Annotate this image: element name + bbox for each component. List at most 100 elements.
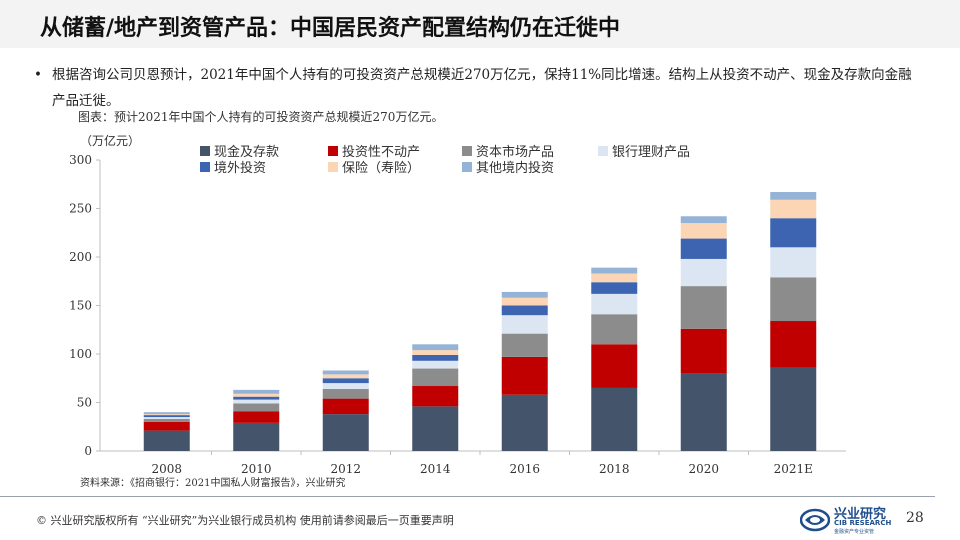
bar-segment [322, 388, 369, 399]
bar-segment [143, 430, 190, 451]
bar-segment [233, 422, 280, 451]
chart-caption: 图表：预计2021年中国个人持有的可投资资产总规模近270万亿元。 [78, 110, 444, 124]
legend-item: 银行理财产品 [598, 141, 690, 160]
x-tick-label: 2016 [509, 462, 540, 476]
bullet-marker: • [34, 67, 42, 83]
bullet-text: 根据咨询公司贝恩预计，2021年中国个人持有的可投资资产总规模近270万亿元，保… [52, 67, 912, 109]
bar-segment [233, 403, 280, 412]
bar-segment [770, 247, 817, 278]
legend-label: 保险（寿险） [342, 161, 421, 176]
bar-segment [233, 393, 280, 397]
legend-label: 现金及存款 [214, 145, 280, 160]
bar-segment [412, 386, 459, 407]
y-tick-label: 50 [77, 396, 92, 410]
source-note: 资料来源：《招商银行：2021中国私人财富报告》，兴业研究 [80, 478, 346, 489]
bar-segment [412, 350, 459, 355]
bar-segment [591, 344, 638, 388]
footer-divider [0, 496, 935, 497]
bullet-paragraph: • 根据咨询公司贝恩预计，2021年中国个人持有的可投资资产总规模近270万亿元… [34, 62, 912, 114]
legend-label: 投资性不动产 [342, 145, 421, 160]
bar-segment [591, 314, 638, 345]
bar-segment [591, 273, 638, 283]
bar-segment [143, 418, 190, 422]
y-tick-label: 300 [69, 153, 92, 167]
bar-segment [591, 282, 638, 294]
bar-segment [233, 411, 280, 423]
bar-segment [770, 277, 817, 322]
legend-item: 保险（寿险） [328, 157, 420, 176]
logo-text-en: CIB RESEARCH [834, 519, 892, 527]
bar-segment [501, 291, 548, 298]
bar-segment [412, 368, 459, 387]
bar-segment [770, 367, 817, 451]
y-tick-label: 200 [69, 250, 92, 264]
bar-segment [680, 238, 727, 259]
bar-segment [501, 315, 548, 334]
bar-segment [322, 414, 369, 451]
bar-segment [143, 421, 190, 431]
footer-copyright: © 兴业研究版权所有 “兴业研究”为兴业银行成员机构 使用前请参阅最后一页重要声… [36, 514, 454, 527]
cib-logo-icon [800, 508, 830, 532]
bar-segment [501, 297, 548, 306]
legend-item: 投资性不动产 [328, 141, 420, 160]
bar-segment [412, 344, 459, 351]
bar-segment [412, 354, 459, 361]
legend-item: 其他境内投资 [462, 157, 554, 176]
x-tick-label: 2010 [241, 462, 272, 476]
x-tick-label: 2014 [420, 462, 451, 476]
bar-segment [233, 396, 280, 400]
y-tick-label: 150 [69, 299, 92, 313]
legend-label: 资本市场产品 [476, 145, 555, 160]
bar-segment [680, 286, 727, 329]
x-tick-label: 2021E [774, 462, 813, 476]
legend-swatch [328, 162, 338, 172]
bar-segment [680, 328, 727, 374]
x-tick-label: 2020 [688, 462, 719, 476]
bar-segment [591, 267, 638, 274]
legend-swatch [462, 146, 472, 156]
legend-item: 资本市场产品 [462, 141, 554, 160]
y-tick-label: 250 [69, 202, 92, 216]
bar-segment [770, 218, 817, 248]
bar-segment [770, 192, 817, 200]
logo-text-sub: 金融资产专业资管 [834, 529, 875, 535]
legend-swatch [328, 146, 338, 156]
y-tick-label: 100 [69, 347, 92, 361]
bar-segment [412, 406, 459, 451]
bar-segment [680, 373, 727, 451]
bar-segment [143, 414, 190, 416]
legend-item: 境外投资 [200, 157, 266, 176]
legend-item: 现金及存款 [200, 141, 279, 160]
bar-segment [501, 356, 548, 395]
x-tick-label: 2018 [599, 462, 630, 476]
bar-segment [143, 412, 190, 415]
bar-segment [322, 383, 369, 389]
x-tick-label: 2008 [151, 462, 182, 476]
bar-segment [680, 223, 727, 239]
bar-segment [233, 399, 280, 404]
title-bar [0, 0, 960, 48]
bar-segment [143, 417, 190, 419]
bar-segment [591, 387, 638, 451]
bar-segment [143, 415, 190, 418]
bar-segment [680, 216, 727, 224]
bar-segment [233, 389, 280, 394]
y-axis-unit-label: （万亿元） [80, 134, 141, 148]
bar-segment [501, 305, 548, 316]
bar-segment [501, 394, 548, 451]
legend-swatch [200, 162, 210, 172]
x-tick-label: 2012 [330, 462, 361, 476]
legend-label: 境外投资 [214, 161, 267, 176]
bar-segment [412, 360, 459, 369]
cib-research-logo: 兴业研究 CIB RESEARCH 金融资产专业资管 [800, 503, 892, 537]
bar-segment [501, 333, 548, 357]
legend-swatch [598, 146, 608, 156]
bar-segment [770, 199, 817, 219]
bar-segment [322, 374, 369, 379]
y-tick-label: 0 [84, 444, 92, 458]
bar-segment [591, 293, 638, 315]
page-title: 从储蓄/地产到资管产品：中国居民资产配置结构仍在迁徙中 [40, 16, 621, 41]
page-number: 28 [906, 510, 924, 526]
bar-segment [770, 321, 817, 368]
legend-swatch [462, 162, 472, 172]
